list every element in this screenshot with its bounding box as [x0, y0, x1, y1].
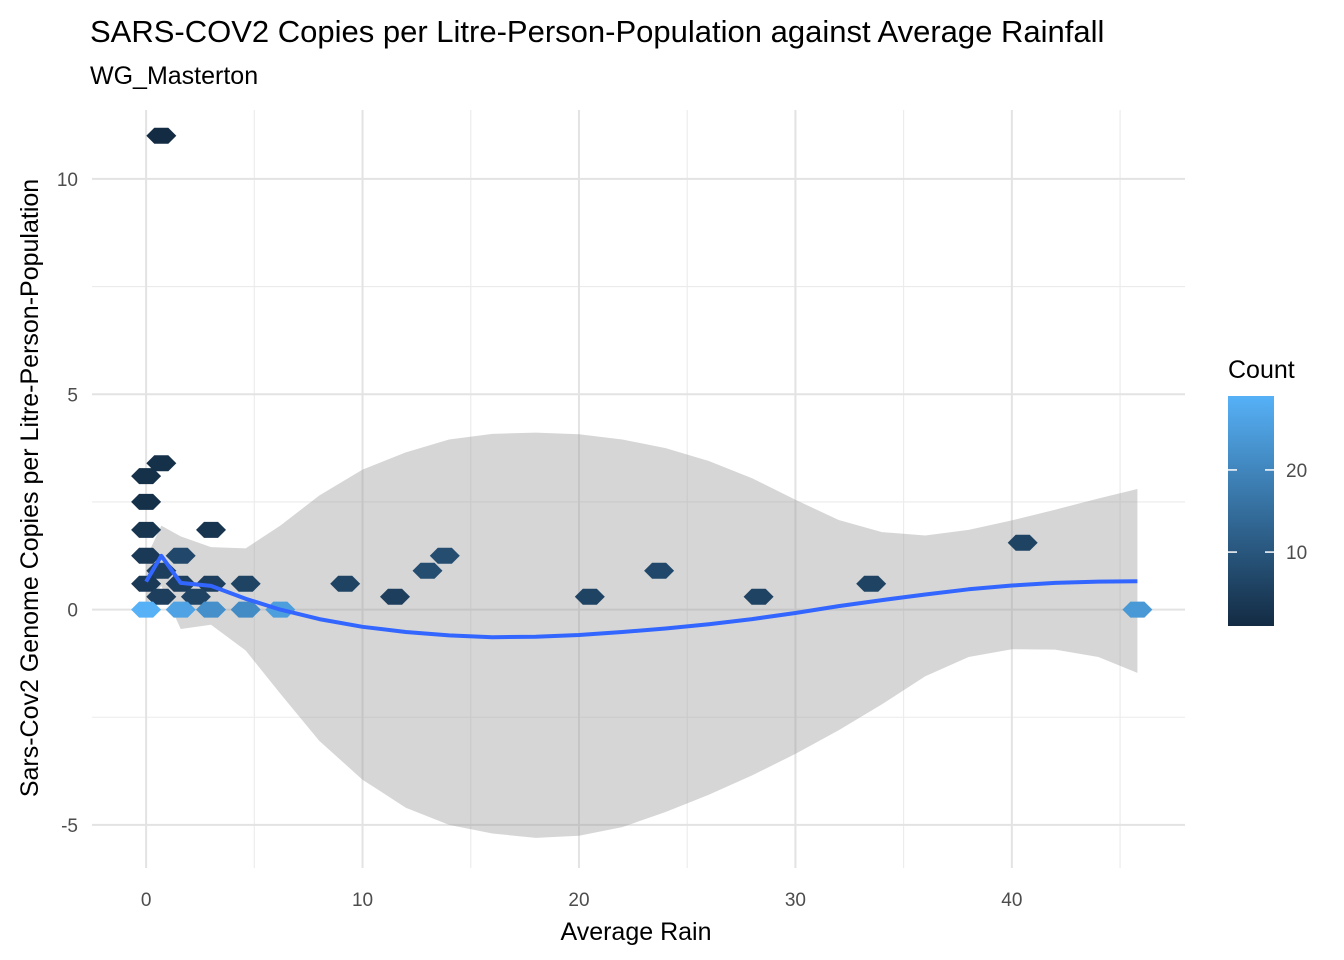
confidence-band-layer [146, 432, 1138, 838]
hexbin [131, 575, 162, 592]
x-tick-label: 40 [1001, 890, 1022, 911]
hexbin [1007, 534, 1038, 551]
confidence-band [146, 432, 1138, 838]
hexbin [230, 601, 261, 618]
hexbin [429, 547, 460, 564]
legend-tick-label: 20 [1286, 461, 1307, 482]
y-tick-label: 10 [57, 170, 78, 191]
smooth-line [144, 553, 1138, 640]
legend: Count 10 20 [1228, 356, 1307, 626]
hexbin [131, 601, 162, 618]
y-tick-labels: -5 0 5 10 [57, 170, 78, 837]
hexbin [196, 521, 226, 538]
hexbin-layer [131, 127, 1153, 618]
hexbin [146, 127, 177, 144]
hexbin [856, 575, 887, 592]
hexbin [412, 562, 443, 579]
y-tick-label: -5 [61, 816, 78, 837]
hexbin [230, 575, 261, 592]
x-tick-labels: 0 10 20 30 40 [141, 890, 1023, 911]
hexbin [574, 588, 605, 605]
x-axis-title: Average Rain [560, 918, 711, 946]
hexbin [146, 588, 177, 605]
hexbin [380, 588, 410, 605]
hexbin [165, 547, 196, 564]
x-tick-label: 20 [568, 890, 589, 911]
legend-colorbar [1228, 396, 1274, 626]
x-tick-label: 30 [785, 890, 806, 911]
hexbin [196, 601, 226, 618]
legend-ticks: 10 20 [1228, 461, 1307, 564]
legend-title: Count [1228, 356, 1295, 384]
smooth-line-layer [144, 553, 1138, 640]
x-tick-label: 0 [141, 890, 152, 911]
legend-tick-label: 10 [1286, 543, 1307, 564]
chart-title: SARS-COV2 Copies per Litre-Person-Popula… [90, 14, 1104, 49]
hexbin [1122, 601, 1153, 618]
major-gridlines [92, 110, 1185, 868]
hexbin [330, 575, 361, 592]
hexbin [131, 521, 162, 538]
y-axis-title: Sars-Cov2 Genome Copies per Litre-Person… [16, 179, 44, 797]
chart-subtitle: WG_Masterton [90, 62, 258, 90]
hexbin [131, 468, 162, 485]
hexbin [146, 455, 177, 472]
hexbin [131, 547, 162, 564]
x-tick-label: 10 [352, 890, 373, 911]
minor-gridlines [92, 110, 1185, 868]
hexbin [165, 601, 196, 618]
y-tick-label: 0 [67, 601, 78, 622]
hexbin [743, 588, 774, 605]
hexbin [644, 562, 675, 579]
hexbin [131, 493, 162, 510]
y-tick-label: 5 [67, 385, 78, 406]
hexbin [180, 588, 211, 605]
